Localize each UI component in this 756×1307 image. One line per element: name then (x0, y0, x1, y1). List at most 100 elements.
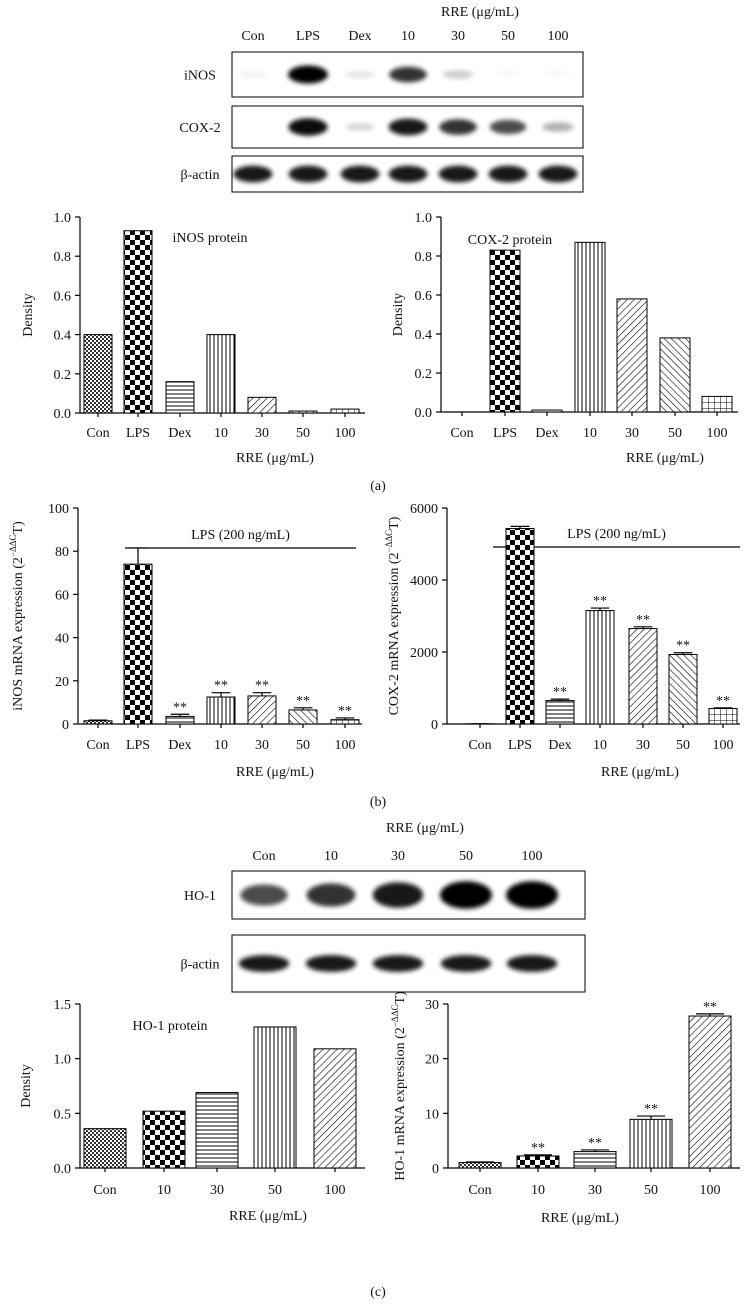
y-axis-label: Density (21, 293, 36, 337)
bar (253, 1026, 297, 1169)
lane-label: Dex (348, 29, 371, 44)
blot-group-label: RRE (μg/mL) (386, 821, 464, 836)
y-axis-label-sup: −ΔΔC (8, 534, 18, 557)
blot-band (345, 123, 375, 131)
x-tick-label: LPS (508, 738, 532, 753)
blot-band (288, 118, 328, 136)
bar (142, 1110, 186, 1169)
lane-label: 10 (324, 849, 338, 864)
y-tick-label: 1.5 (54, 998, 72, 1013)
bar (288, 410, 318, 414)
y-axis-label-sup: −ΔΔC (384, 530, 394, 553)
chart-title: COX-2 protein (468, 233, 552, 248)
row-label: HO-1 (184, 889, 216, 904)
x-tick-label: Con (450, 426, 473, 441)
y-tick-label: 0 (432, 1162, 439, 1177)
y-tick-label: 0.6 (54, 289, 72, 304)
y-tick-label: 0.8 (415, 250, 433, 265)
y-tick-label: 0.0 (415, 406, 433, 421)
chart-title: HO-1 protein (132, 1019, 207, 1034)
significance: ** (173, 700, 187, 715)
bar (195, 1092, 239, 1169)
blot-band (306, 883, 356, 907)
y-axis-label: iNOS mRNA expression (2−ΔΔCT) (8, 521, 26, 711)
y-axis-label-text: HO-1 mRNA expression (2 (393, 1027, 408, 1181)
lane-label: 10 (401, 29, 415, 44)
x-tick-label: 30 (636, 738, 650, 753)
bar (701, 395, 733, 413)
bar (505, 528, 535, 725)
y-tick-label: 100 (48, 502, 69, 517)
y-tick-label: 20 (55, 675, 69, 690)
y-tick-label: 80 (55, 545, 69, 560)
significance: ** (531, 1141, 545, 1156)
x-tick-label: Dex (168, 738, 191, 753)
bar (616, 298, 648, 413)
blot-band (238, 71, 268, 78)
x-tick-label: 30 (255, 738, 269, 753)
lane-label: 30 (451, 29, 465, 44)
bar (708, 708, 738, 725)
blot-band (538, 165, 578, 183)
bar (313, 1048, 357, 1169)
y-axis-label-sup: −ΔΔC (390, 1004, 400, 1027)
bar (545, 700, 575, 725)
x-tick-label: Con (468, 738, 491, 753)
x-tick-label: 10 (157, 1183, 171, 1198)
x-axis-label: RRE (μg/mL) (236, 451, 314, 466)
blot-band (288, 165, 328, 183)
y-axis-label-end: T) (11, 521, 26, 535)
error-bar (590, 607, 610, 611)
significance: ** (588, 1136, 602, 1151)
x-tick-label: 30 (210, 1183, 224, 1198)
x-tick-label: 10 (214, 738, 228, 753)
bar (330, 408, 360, 414)
row-label: β-actin (181, 168, 220, 183)
error-bar (510, 525, 530, 529)
error-bar (128, 547, 148, 565)
row-label: β-actin (181, 958, 220, 973)
x-tick-label: Dex (548, 738, 571, 753)
bar (489, 249, 521, 413)
y-tick-label: 0.2 (54, 368, 72, 383)
significance: ** (553, 685, 567, 700)
y-tick-label: 2000 (410, 646, 438, 661)
error-bar (524, 1154, 552, 1156)
y-tick-label: 10 (425, 1107, 439, 1122)
error-bar (211, 692, 231, 697)
x-tick-label: 10 (214, 426, 228, 441)
x-tick-label: 30 (255, 426, 269, 441)
y-tick-label: 6000 (410, 502, 438, 517)
bar (458, 1162, 502, 1169)
y-tick-label: 0.6 (415, 289, 433, 304)
x-axis-label: RRE (μg/mL) (541, 1211, 619, 1226)
blot-band (488, 165, 528, 183)
bar (206, 696, 236, 725)
blot-band (305, 955, 357, 972)
x-tick-label: 100 (707, 426, 728, 441)
blot-band (388, 165, 428, 183)
blot-band (440, 881, 492, 909)
bar (206, 334, 236, 414)
bar (247, 396, 277, 414)
x-tick-label: 50 (296, 738, 310, 753)
x-tick-label: 50 (676, 738, 690, 753)
bar (247, 695, 277, 725)
bar (688, 1015, 732, 1169)
significance: ** (716, 694, 730, 709)
x-tick-label: 10 (593, 738, 607, 753)
y-axis-label-text: COX-2 mRNA expression (2 (387, 552, 402, 715)
bar (668, 654, 698, 725)
error-bar (335, 717, 355, 720)
bar (288, 709, 318, 725)
y-axis-label: HO-1 mRNA expression (2−ΔΔCT) (390, 991, 408, 1181)
x-tick-label: LPS (493, 426, 517, 441)
y-axis-label-end: T) (393, 991, 408, 1005)
bar (516, 1155, 560, 1169)
panel-label: (b) (370, 795, 387, 810)
blot-band (506, 881, 558, 909)
lane-label: 50 (501, 29, 515, 44)
significance: ** (255, 679, 269, 694)
lane-label: 100 (548, 29, 569, 44)
